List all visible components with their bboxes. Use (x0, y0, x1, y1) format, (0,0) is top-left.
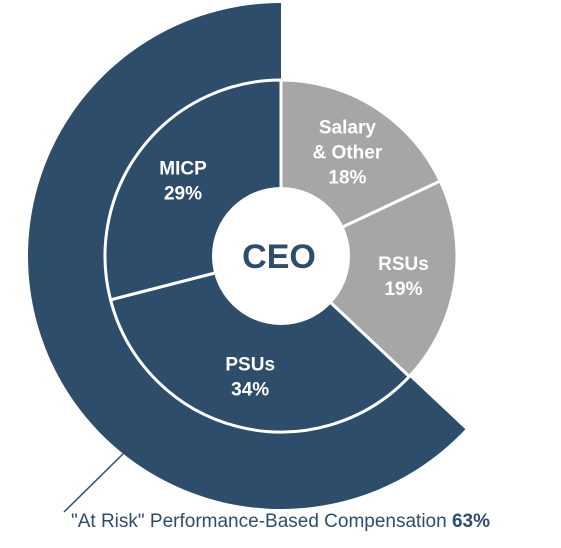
caption-leader-line (63, 450, 127, 513)
slice-psus (109, 254, 411, 434)
slice-value-rsus: 19% (384, 279, 422, 300)
at-risk-caption: "At Risk" Performance-Based Compensation… (0, 511, 561, 533)
slice-value-salary-other: 18% (328, 167, 366, 188)
at-risk-caption-text: "At Risk" Performance-Based Compensation (70, 511, 447, 532)
slice-label-micp: MICP (159, 159, 207, 180)
at-risk-caption-value: 63% (451, 511, 491, 532)
slice-rsus (279, 179, 459, 378)
slice-label-psus: PSUs (225, 355, 275, 376)
slice-value-micp: 29% (164, 184, 202, 205)
slice-label-salary-other: Salary (319, 117, 376, 138)
center-circle (212, 187, 350, 325)
center-label: CEO (242, 238, 316, 276)
slice-value-psus: 34% (231, 380, 269, 401)
slice-label-rsus: RSUs (378, 254, 429, 275)
slice-label-salary-other: & Other (313, 142, 383, 163)
